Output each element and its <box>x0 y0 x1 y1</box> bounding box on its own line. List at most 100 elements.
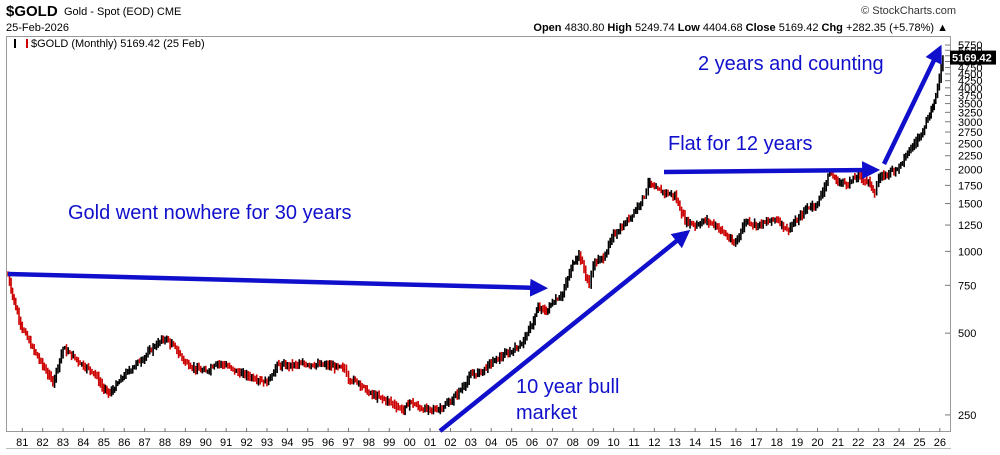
x-tick-label: 01 <box>424 437 436 449</box>
y-tick-label: 1500 <box>958 199 982 211</box>
x-tick-label: 81 <box>16 437 28 449</box>
open-value: 4830.80 <box>564 22 605 34</box>
x-tick-label: 05 <box>506 437 518 449</box>
y-tick-label: 3000 <box>958 117 982 129</box>
x-tick-label: 08 <box>567 437 579 449</box>
high-value: 5249.74 <box>634 22 675 34</box>
x-tick-label: 91 <box>220 437 232 449</box>
x-tick-label: 98 <box>363 437 375 449</box>
y-tick-label: 2250 <box>958 151 982 163</box>
x-tick-label: 86 <box>118 437 130 449</box>
x-tick-label: 26 <box>934 437 946 449</box>
annotation-bull-line2: market <box>516 402 578 424</box>
x-tick-label: 84 <box>77 437 89 449</box>
x-tick-label: 14 <box>689 437 701 449</box>
y-tick-label: 1250 <box>958 220 982 232</box>
x-tick-label: 19 <box>791 437 803 449</box>
y-tick-label: 4000 <box>958 83 982 95</box>
bar-legend-icon <box>14 39 28 48</box>
x-tick-label: 15 <box>709 437 721 449</box>
x-tick-label: 94 <box>281 437 293 449</box>
x-tick-label: 90 <box>200 437 212 449</box>
x-tick-label: 03 <box>465 437 477 449</box>
x-tick-label: 99 <box>383 437 395 449</box>
x-tick-label: 07 <box>546 437 558 449</box>
y-tick-label: 1750 <box>958 180 982 192</box>
arrow-flat-12-years <box>663 161 881 180</box>
x-tick-label: 09 <box>587 437 599 449</box>
y-tick-label: 250 <box>958 410 976 422</box>
x-tick-label: 20 <box>811 437 823 449</box>
x-tick-label: 82 <box>37 437 49 449</box>
x-tick-label: 93 <box>261 437 273 449</box>
x-tick-label: 21 <box>832 437 844 449</box>
x-tick-label: 96 <box>322 437 334 449</box>
last-value-tag <box>950 50 996 65</box>
chart-date: 25-Feb-2026 <box>6 22 69 34</box>
x-tick-label: 13 <box>669 437 681 449</box>
x-tick-label: 00 <box>404 437 416 449</box>
y-tick-label: 4250 <box>958 76 982 88</box>
series-legend: $GOLD (Monthly) 5169.42 (25 Feb) <box>14 38 205 50</box>
x-tick-label: 92 <box>240 437 252 449</box>
legend-text: $GOLD (Monthly) 5169.42 (25 Feb) <box>31 38 205 50</box>
y-tick-label: 4500 <box>958 69 982 81</box>
arrow-30-years <box>7 271 549 297</box>
arrow-2-years <box>881 44 942 165</box>
annotation-30-years: Gold went nowhere for 30 years <box>68 202 352 224</box>
y-tick-label: 3750 <box>958 90 982 102</box>
x-tick-label: 24 <box>893 437 905 449</box>
x-tick-label: 06 <box>526 437 538 449</box>
stockcharts-brand[interactable]: © StockCharts.com <box>861 5 956 17</box>
y-tick-label: 750 <box>958 280 976 292</box>
x-tick-label: 23 <box>873 437 885 449</box>
y-tick-label: 1000 <box>958 246 982 258</box>
chart-symbol: $GOLD <box>6 3 58 20</box>
annotation-bull-line1: 10 year bull <box>516 376 619 398</box>
y-tick-label: 2000 <box>958 165 982 177</box>
x-tick-label: 87 <box>138 437 150 449</box>
close-value: 5169.42 <box>778 22 819 34</box>
x-tick-label: 16 <box>730 437 742 449</box>
x-tick-label: 10 <box>607 437 619 449</box>
open-label: Open <box>533 22 562 34</box>
y-tick-label: 4750 <box>958 63 982 75</box>
arrow-bull-market <box>438 229 691 433</box>
chg-label: Chg <box>821 22 843 34</box>
x-tick-label: 25 <box>913 437 925 449</box>
x-tick-label: 02 <box>444 437 456 449</box>
x-tick-label: 88 <box>159 437 171 449</box>
x-tick-label: 11 <box>628 437 639 449</box>
x-tick-label: 97 <box>342 437 354 449</box>
annotation-flat-12-years: Flat for 12 years <box>668 133 813 155</box>
x-tick-label: 22 <box>852 437 864 449</box>
bottom-strip <box>6 448 951 455</box>
exchange-text: CME <box>156 6 182 18</box>
description-text: Gold - Spot (EOD) <box>64 6 154 18</box>
x-tick-label: 83 <box>57 437 69 449</box>
chart-description: Gold - Spot (EOD) CME <box>64 6 181 18</box>
high-label: High <box>607 22 632 34</box>
low-value: 4404.68 <box>702 22 743 34</box>
y-tick-label: 500 <box>958 328 976 340</box>
x-tick-label: 12 <box>648 437 660 449</box>
x-tick-label: 18 <box>771 437 783 449</box>
ohlc-readout: Open 4830.80 High 5249.74 Low 4404.68 Cl… <box>533 22 948 34</box>
chg-value: +282.35 (+5.78%) <box>845 22 935 34</box>
last-value-text: 5169.42 <box>952 53 992 65</box>
x-tick-label: 95 <box>302 437 314 449</box>
x-tick-label: 17 <box>750 437 762 449</box>
y-tick-label: 3500 <box>958 99 982 111</box>
close-label: Close <box>745 22 776 34</box>
low-label: Low <box>677 22 700 34</box>
scroll-up-icon[interactable]: ▲ <box>937 22 948 34</box>
x-tick-label: 89 <box>179 437 191 449</box>
y-tick-label: 3250 <box>958 107 982 119</box>
plot-area[interactable] <box>6 36 951 432</box>
y-tick-label: 2750 <box>958 127 982 139</box>
x-tick-label: 04 <box>485 437 497 449</box>
x-tick-label: 85 <box>98 437 110 449</box>
y-tick-label: 2500 <box>958 138 982 150</box>
y-tick-label: 5750 <box>958 40 982 52</box>
